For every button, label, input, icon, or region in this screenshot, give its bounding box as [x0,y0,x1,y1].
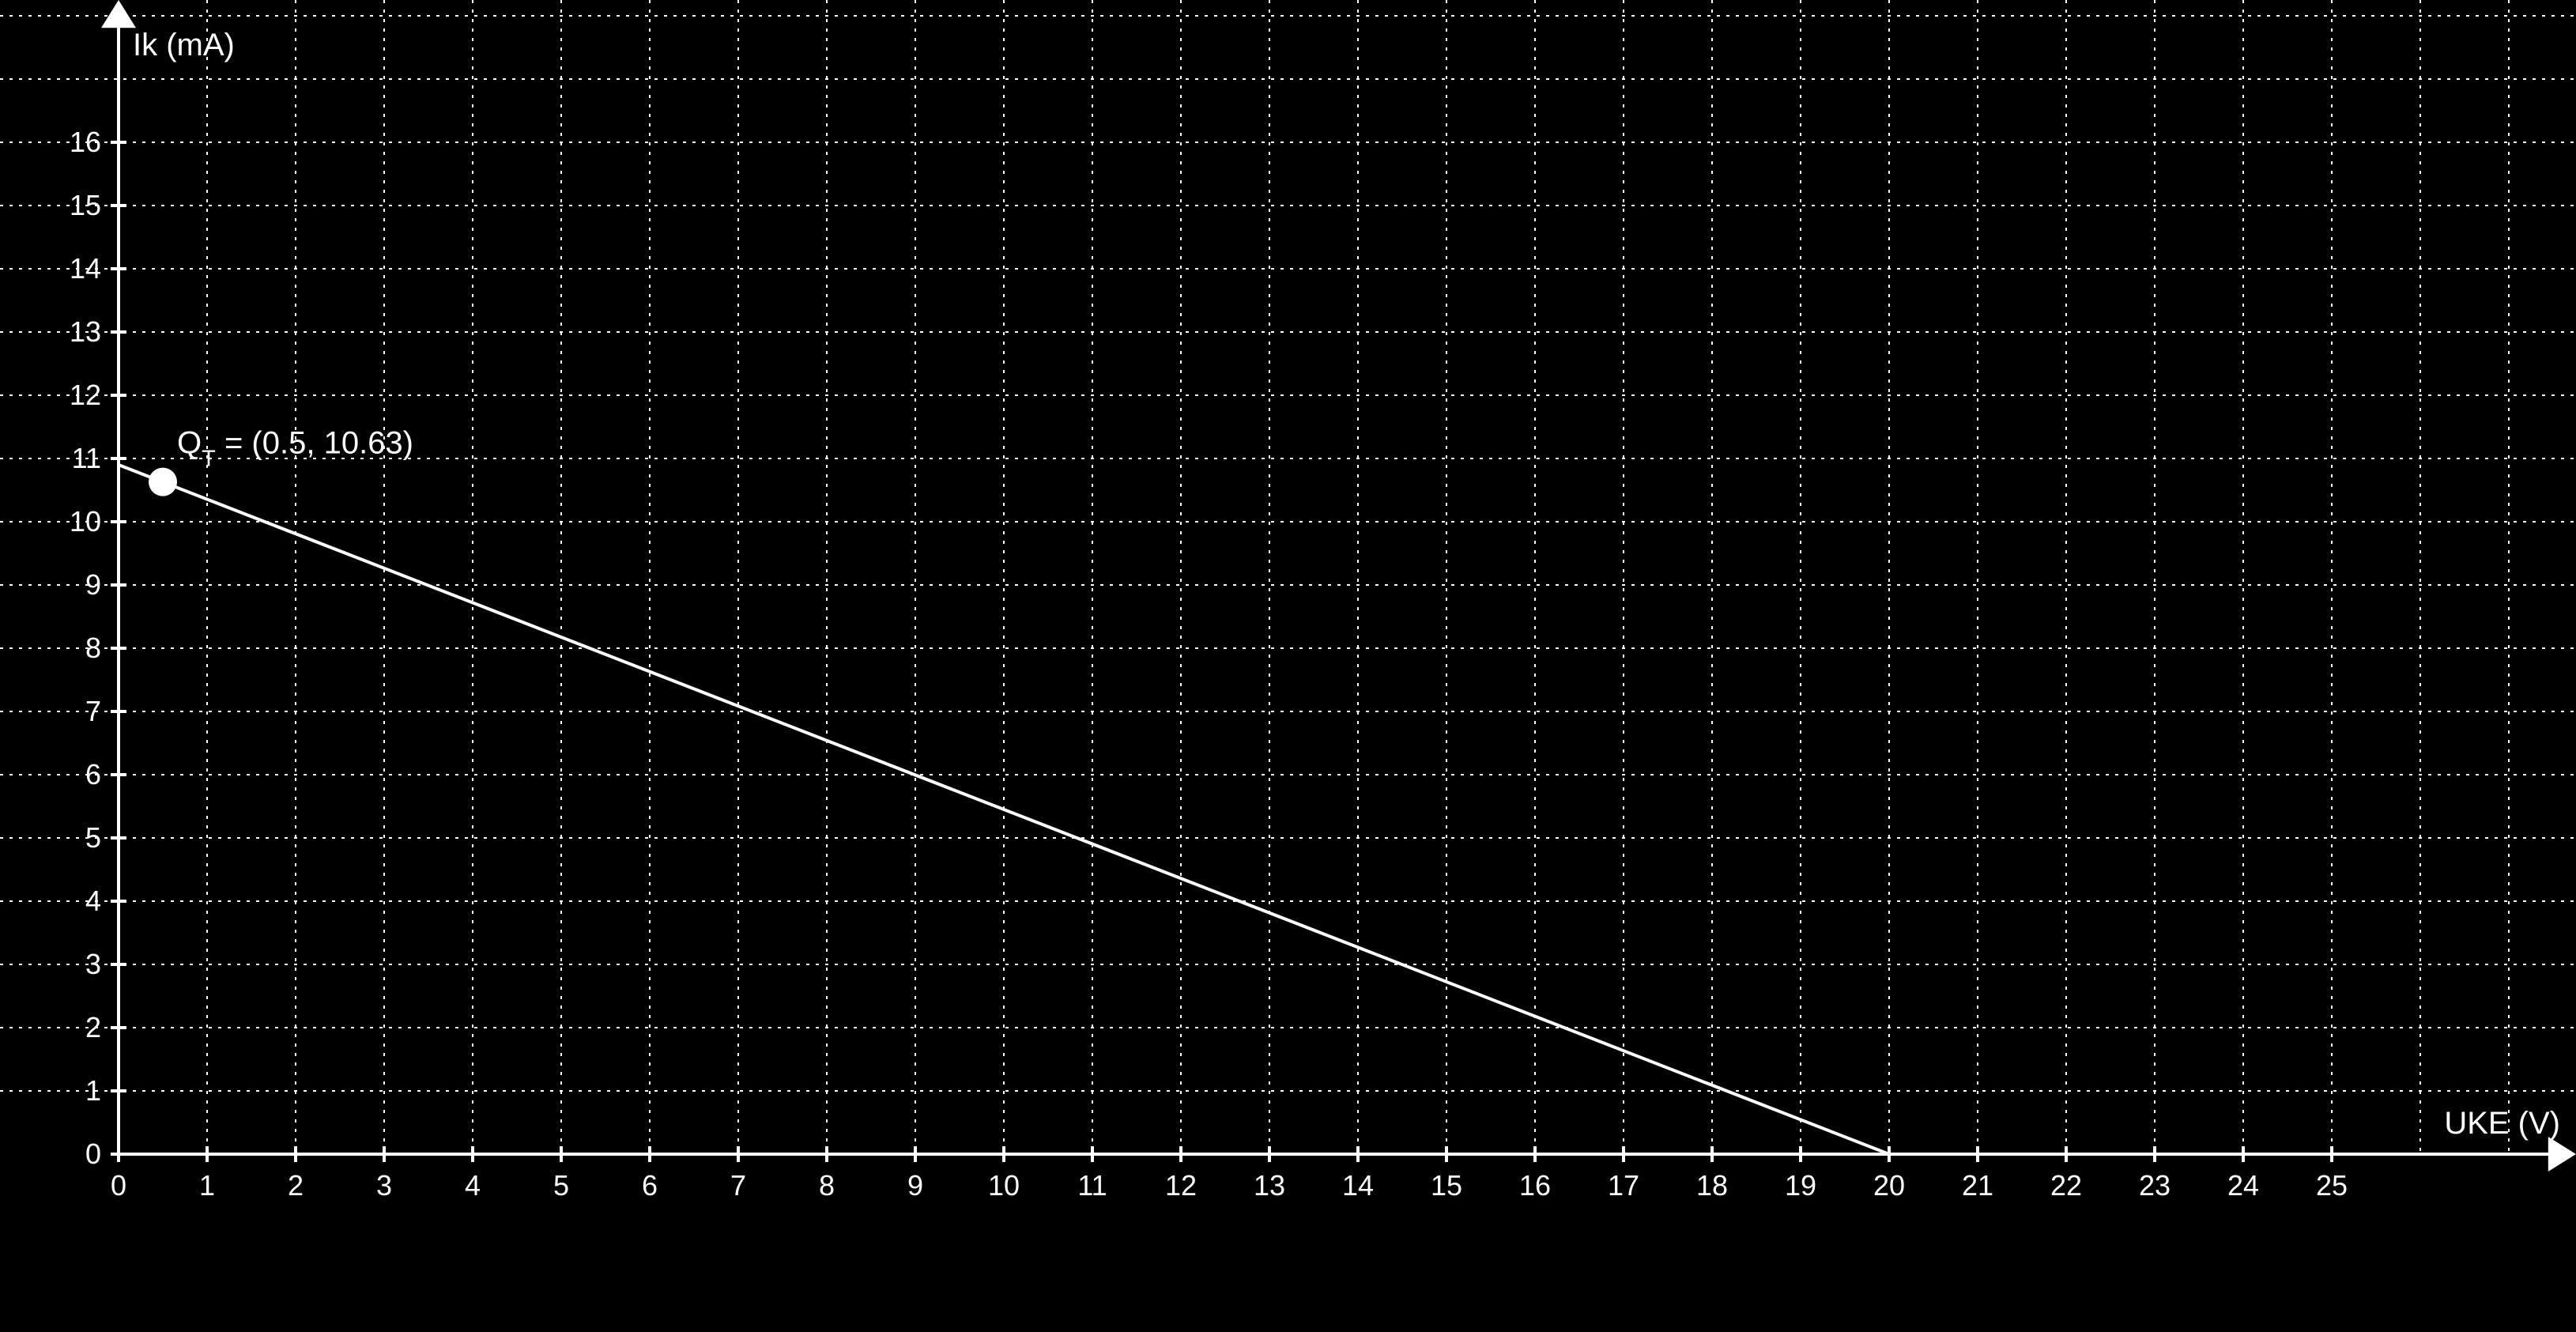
y-tick-label: 3 [85,948,101,980]
y-tick-label: 14 [70,252,101,285]
y-axis-title: Ik (mA) [133,28,235,62]
x-tick-label: 24 [2227,1169,2259,1202]
x-tick-label: 23 [2139,1169,2171,1202]
q-point-marker [149,468,177,496]
y-tick-label: 1 [85,1074,101,1107]
y-tick-label: 0 [85,1138,101,1170]
x-tick-label: 10 [988,1169,1020,1202]
y-tick-label: 13 [70,315,101,348]
y-tick-label: 16 [70,126,101,158]
x-axis-title: UKE (V) [2444,1106,2560,1141]
x-tick-label: 16 [1519,1169,1551,1202]
x-tick-label: 6 [642,1169,658,1202]
x-tick-label: 17 [1608,1169,1639,1202]
y-tick-label: 5 [85,821,101,854]
x-tick-label: 20 [1873,1169,1905,1202]
y-tick-label: 15 [70,189,101,221]
x-tick-label: 9 [907,1169,923,1202]
y-tick-label: 4 [85,885,101,917]
x-tick-label: 7 [730,1169,746,1202]
y-tick-label: 7 [85,695,101,727]
x-tick-label: 12 [1165,1169,1197,1202]
x-tick-label: 0 [111,1169,126,1202]
x-tick-label: 5 [553,1169,569,1202]
x-tick-label: 14 [1342,1169,1374,1202]
y-tick-label: 2 [85,1011,101,1043]
x-tick-label: 11 [1077,1169,1107,1202]
x-tick-label: 21 [1962,1169,1993,1202]
load-line-chart: 0123456789101112131415161718192021222324… [0,0,2576,1332]
x-tick-label: 18 [1696,1169,1728,1202]
chart-background [0,0,2576,1332]
x-tick-label: 8 [819,1169,835,1202]
x-tick-label: 1 [199,1169,215,1202]
y-tick-label: 6 [85,758,101,791]
x-tick-label: 2 [288,1169,304,1202]
x-tick-label: 13 [1254,1169,1285,1202]
x-tick-label: 15 [1431,1169,1462,1202]
x-tick-label: 3 [376,1169,392,1202]
y-tick-label: 8 [85,632,101,664]
y-tick-label: 11 [72,442,101,474]
y-tick-label: 9 [85,568,101,601]
y-tick-label: 10 [70,505,101,538]
x-tick-label: 4 [465,1169,481,1202]
y-tick-label: 12 [70,379,101,411]
x-tick-label: 19 [1785,1169,1816,1202]
x-tick-label: 22 [2050,1169,2082,1202]
x-tick-label: 25 [2316,1169,2348,1202]
